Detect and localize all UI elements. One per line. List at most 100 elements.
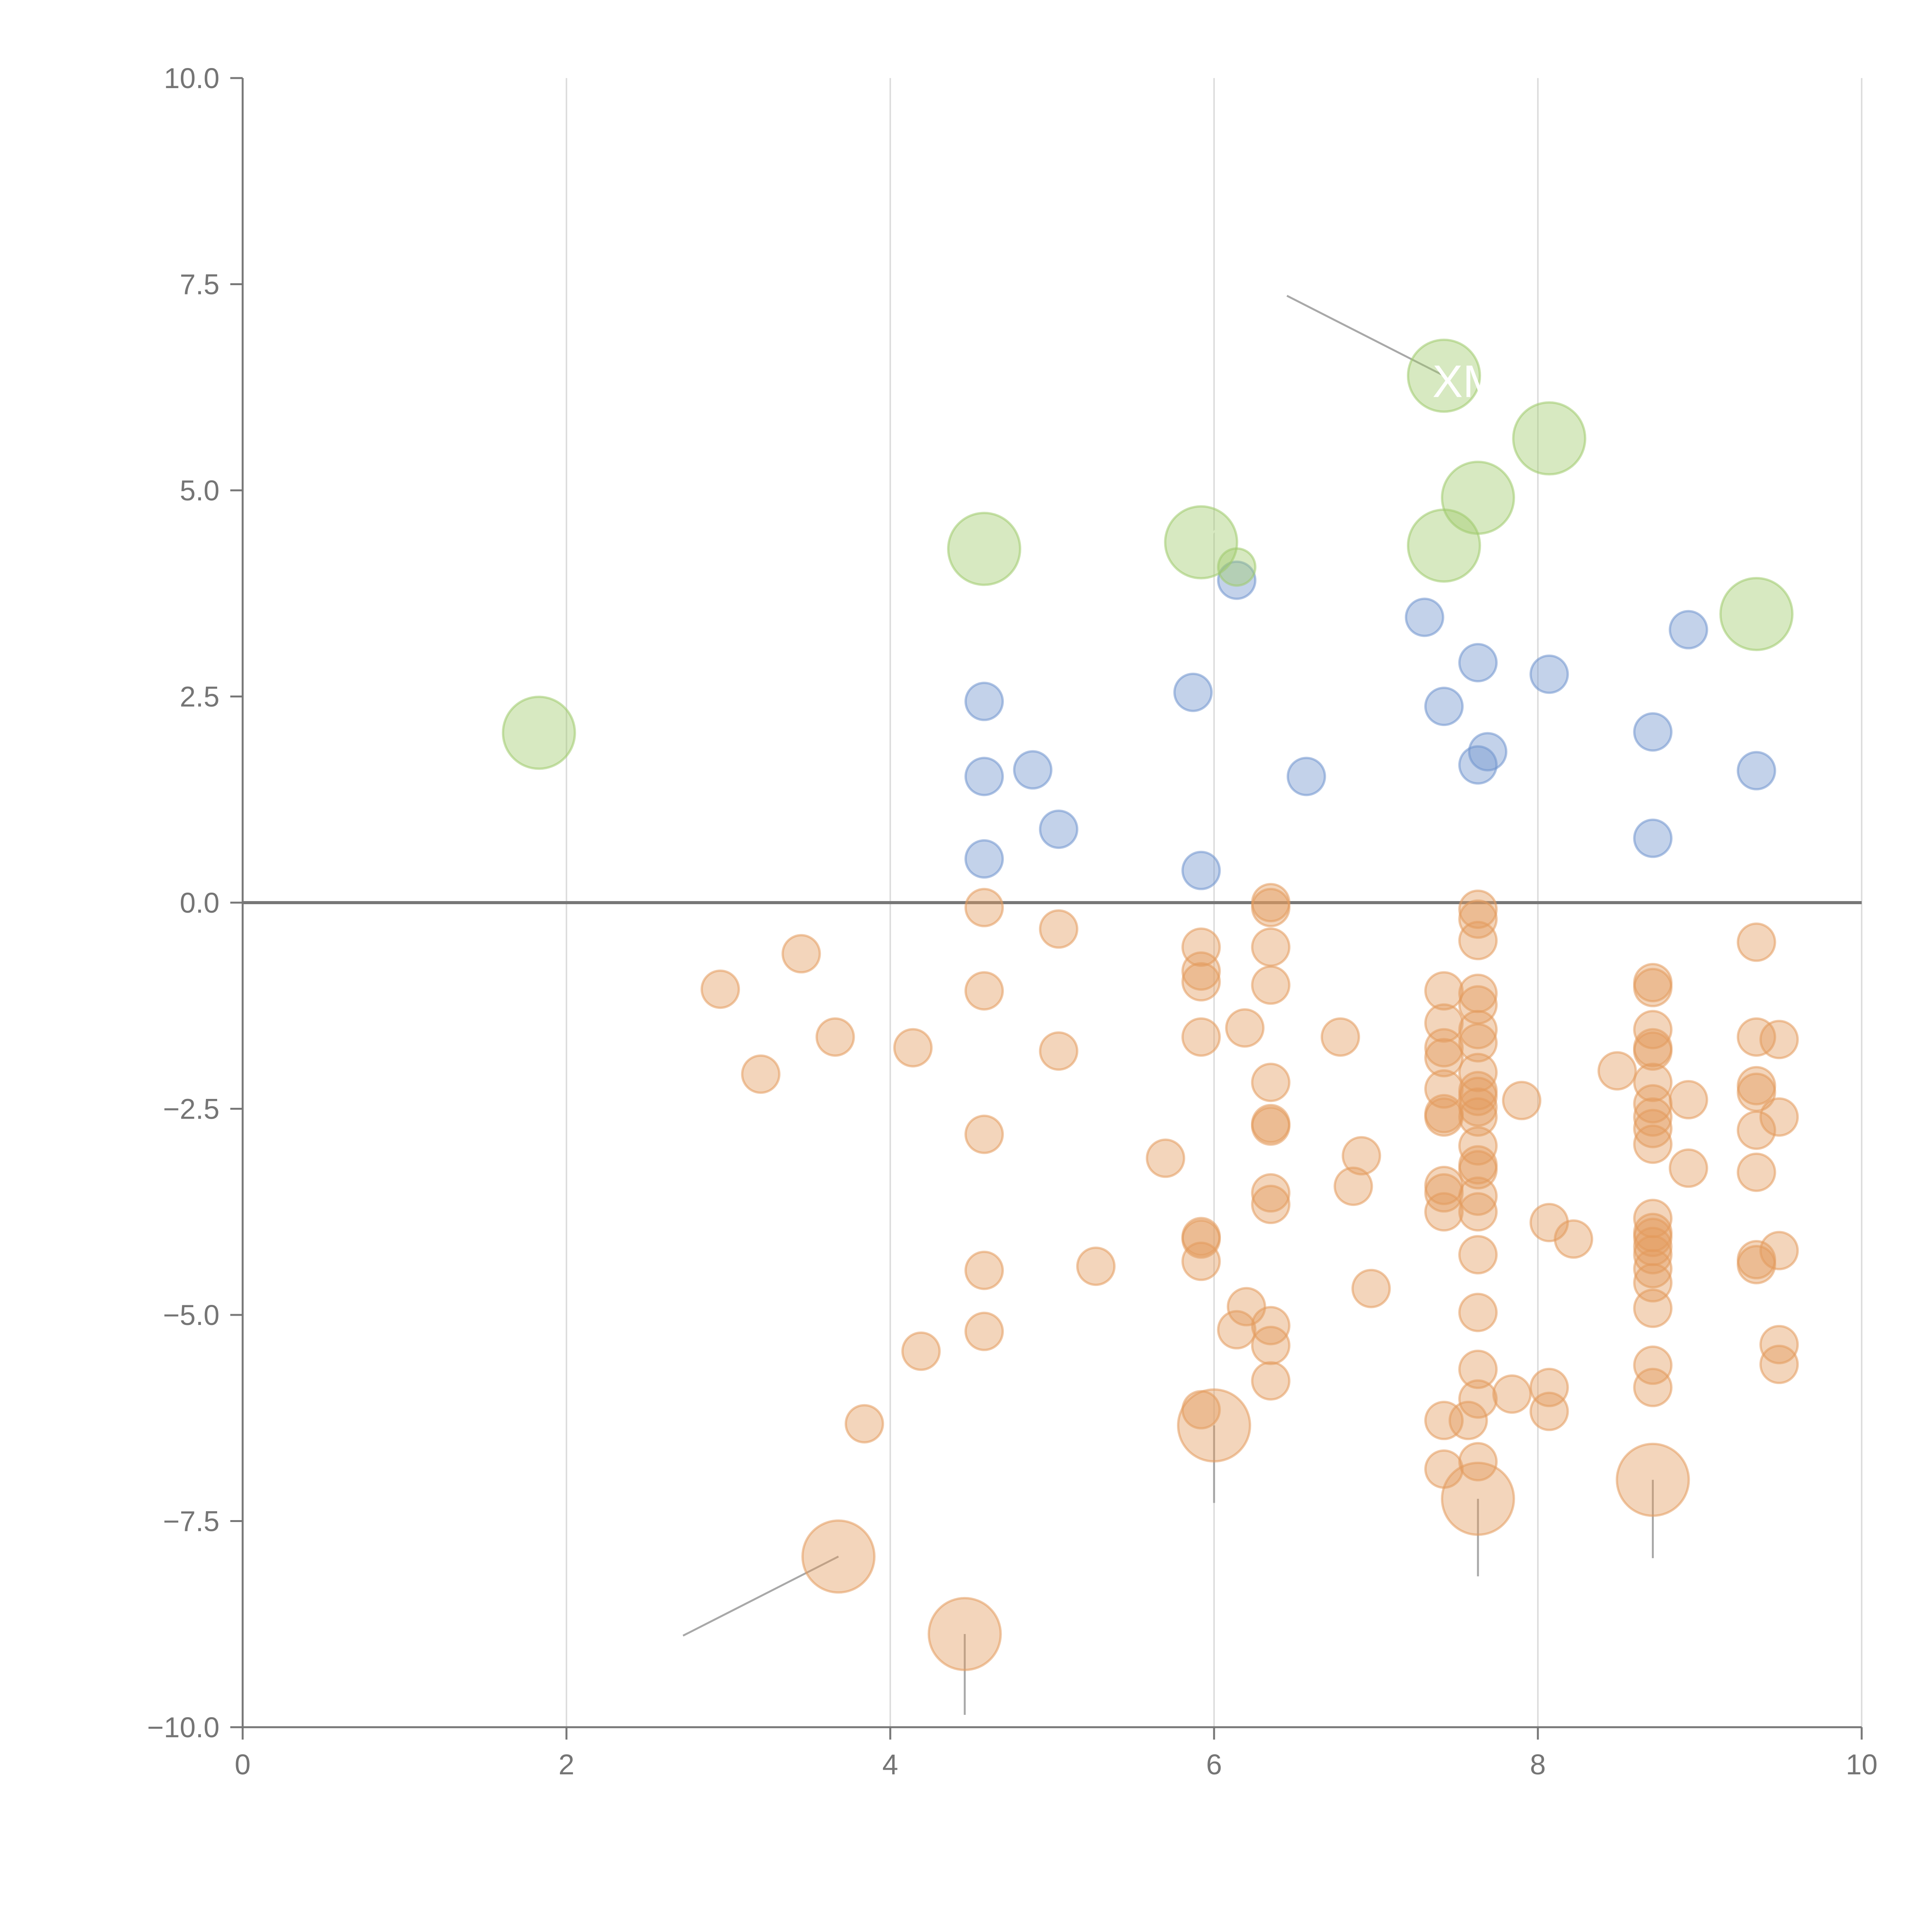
data-point-negative	[1633, 1124, 1673, 1164]
data-point-negative	[1736, 1245, 1776, 1284]
data-point-negative	[1458, 1010, 1498, 1049]
data-point-negative	[1633, 1109, 1673, 1148]
data-point-negative	[741, 1054, 781, 1094]
data-point-positive	[1217, 560, 1257, 600]
y-tick-label: −5.0	[163, 1299, 219, 1331]
data-point-negative	[1251, 1361, 1291, 1401]
data-point-negative	[1424, 1038, 1464, 1078]
data-point-negative	[1251, 965, 1291, 1005]
data-point-negative	[1458, 899, 1498, 939]
data-point-highlight-small	[1217, 547, 1257, 587]
y-tick-label: 5.0	[180, 474, 219, 507]
leader-line	[682, 1556, 839, 1637]
x-tick-label: 10	[1846, 1748, 1878, 1781]
data-point-negative	[844, 1404, 884, 1444]
data-point-negative	[1351, 1269, 1391, 1308]
y-tick-label: −2.5	[163, 1093, 219, 1125]
data-point-negative	[1039, 909, 1078, 949]
data-point-negative	[1633, 1063, 1673, 1102]
data-point-negative	[1320, 1017, 1360, 1057]
data-point-negative	[1458, 1235, 1498, 1275]
y-tick-label: −7.5	[163, 1505, 219, 1537]
data-point-negative	[1458, 1442, 1498, 1481]
data-point-highlight	[947, 512, 1022, 586]
data-point-positive	[1424, 687, 1464, 726]
data-point-negative	[1342, 1136, 1381, 1176]
data-point-negative	[1146, 1138, 1185, 1178]
data-point-negative	[1633, 1288, 1673, 1328]
data-point-positive	[1468, 732, 1508, 772]
data-point-negative	[1181, 927, 1221, 967]
data-point-positive	[1458, 643, 1498, 683]
data-point-negative	[1736, 1152, 1776, 1192]
data-point-negative	[1554, 1219, 1594, 1259]
data-point-negative	[964, 971, 1004, 1011]
data-point-negative	[1076, 1247, 1116, 1286]
x-tick-label: 8	[1530, 1748, 1546, 1781]
x-tick-label: 6	[1206, 1748, 1222, 1781]
data-point-negative	[1181, 1242, 1221, 1281]
leader-line	[1443, 545, 1469, 570]
data-point-negative	[901, 1331, 941, 1371]
data-point-negative	[1251, 1106, 1291, 1146]
annotation-label: XM	[1432, 356, 1501, 407]
data-point-negative	[1039, 1031, 1078, 1071]
data-point-negative	[1458, 1176, 1498, 1216]
data-point-negative	[1529, 1367, 1569, 1407]
points-layer	[502, 338, 1799, 1671]
data-point-negative	[964, 1311, 1004, 1351]
data-point-negative	[1633, 968, 1673, 1007]
data-point-negative-large	[927, 1597, 1002, 1671]
data-point-negative	[1458, 1097, 1498, 1137]
data-point-negative	[1633, 1218, 1673, 1257]
data-point-negative	[1458, 1293, 1498, 1332]
data-point-negative	[1181, 1219, 1221, 1259]
data-point-negative	[964, 1114, 1004, 1154]
data-point-negative	[1633, 1097, 1673, 1137]
data-point-negative	[1251, 1185, 1291, 1225]
data-point-positive	[1173, 672, 1213, 712]
data-point-negative	[1736, 922, 1776, 962]
data-point-negative	[1633, 1235, 1673, 1275]
data-point-positive	[1633, 712, 1673, 752]
y-tick-label: −10.0	[147, 1711, 219, 1743]
data-point-negative	[964, 1250, 1004, 1290]
leader-line	[1548, 421, 1571, 439]
data-point-highlight	[1512, 401, 1587, 476]
data-point-negative	[1668, 1080, 1708, 1120]
data-point-positive	[1181, 850, 1221, 890]
leader-line	[1286, 295, 1445, 377]
x-tick-label: 4	[882, 1748, 898, 1781]
data-point-positive	[1039, 810, 1078, 849]
data-point-negative	[1251, 1173, 1291, 1213]
data-point-negative	[1458, 921, 1498, 961]
data-point-negative	[1251, 1063, 1291, 1102]
data-point-positive	[1736, 751, 1776, 791]
data-point-negative	[781, 934, 821, 974]
data-point-negative	[1458, 1192, 1498, 1232]
data-point-negative	[1181, 1017, 1221, 1057]
data-point-positive	[964, 682, 1004, 721]
data-point-negative	[1333, 1167, 1373, 1206]
data-point-negative	[1633, 1031, 1673, 1071]
data-point-negative	[1251, 1325, 1291, 1365]
data-point-negative	[1424, 1097, 1464, 1137]
data-point-negative-large	[1616, 1442, 1690, 1517]
data-point-negative	[1458, 1379, 1498, 1419]
data-point-negative-large	[1440, 1461, 1515, 1536]
data-point-negative	[1759, 1345, 1799, 1384]
data-point-negative-large	[1177, 1388, 1251, 1463]
data-point-positive	[1013, 750, 1053, 790]
data-point-highlight	[1406, 338, 1481, 413]
y-tick-label: 2.5	[180, 681, 219, 713]
data-point-positive	[964, 839, 1004, 879]
y-tick-label: 0.0	[180, 887, 219, 919]
data-point-negative	[1492, 1374, 1532, 1414]
data-point-negative	[1225, 1008, 1265, 1048]
data-point-negative	[1424, 1028, 1464, 1068]
data-point-negative	[1736, 1110, 1776, 1150]
data-point-negative	[1458, 1087, 1498, 1127]
data-point-negative	[815, 1017, 855, 1057]
data-point-negative	[1448, 1401, 1488, 1440]
